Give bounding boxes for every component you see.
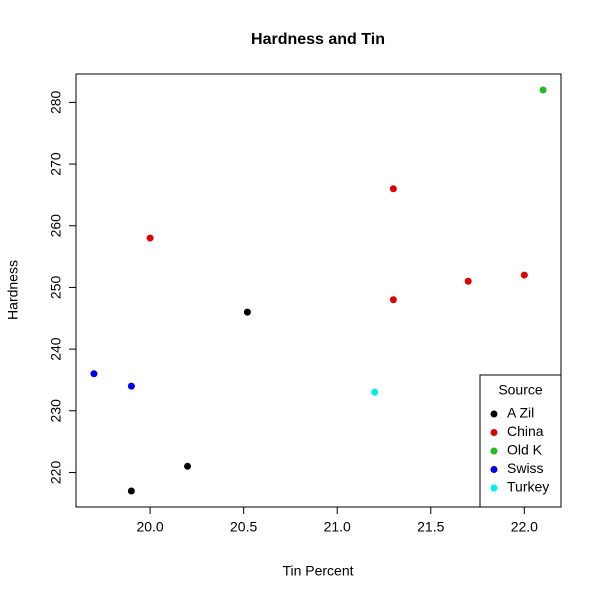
legend-label: Old K <box>507 442 543 458</box>
point <box>90 370 98 378</box>
x-tick-label: 20.0 <box>136 519 163 535</box>
y-tick-label: 220 <box>48 461 64 485</box>
point <box>389 185 397 193</box>
point <box>127 382 135 390</box>
legend-label: A Zil <box>507 405 534 421</box>
y-axis-label: Hardness <box>5 260 21 320</box>
legend-marker <box>490 447 498 455</box>
y-tick-label: 260 <box>48 214 64 238</box>
legend-marker <box>490 410 498 418</box>
legend-label: Swiss <box>507 460 544 476</box>
x-axis-label: Tin Percent <box>282 563 353 579</box>
legend-marker <box>490 429 498 436</box>
point <box>389 296 397 304</box>
legend-title: Source <box>498 382 543 398</box>
x-tick-label: 21.0 <box>324 519 351 535</box>
y-tick-label: 240 <box>48 337 64 361</box>
x-tick-label: 22.0 <box>511 519 538 535</box>
point <box>464 277 472 285</box>
point <box>539 86 547 94</box>
legend-marker <box>490 466 498 473</box>
point <box>243 308 251 316</box>
point <box>146 234 154 242</box>
y-tick-label: 270 <box>48 152 64 176</box>
legend-label: Turkey <box>507 479 549 495</box>
point <box>520 271 528 279</box>
plot-frame <box>75 73 562 508</box>
y-tick-label: 230 <box>48 399 64 423</box>
point <box>127 487 135 495</box>
point <box>184 462 192 470</box>
y-tick-label: 250 <box>48 276 64 300</box>
x-tick-label: 20.5 <box>230 519 257 535</box>
legend-label: China <box>507 423 544 439</box>
legend-box <box>479 374 562 508</box>
chart-title: Hardness and Tin <box>251 31 385 48</box>
x-tick-label: 21.5 <box>417 519 444 535</box>
legend-marker <box>490 484 498 492</box>
point <box>371 388 379 396</box>
y-tick-label: 280 <box>48 90 64 114</box>
